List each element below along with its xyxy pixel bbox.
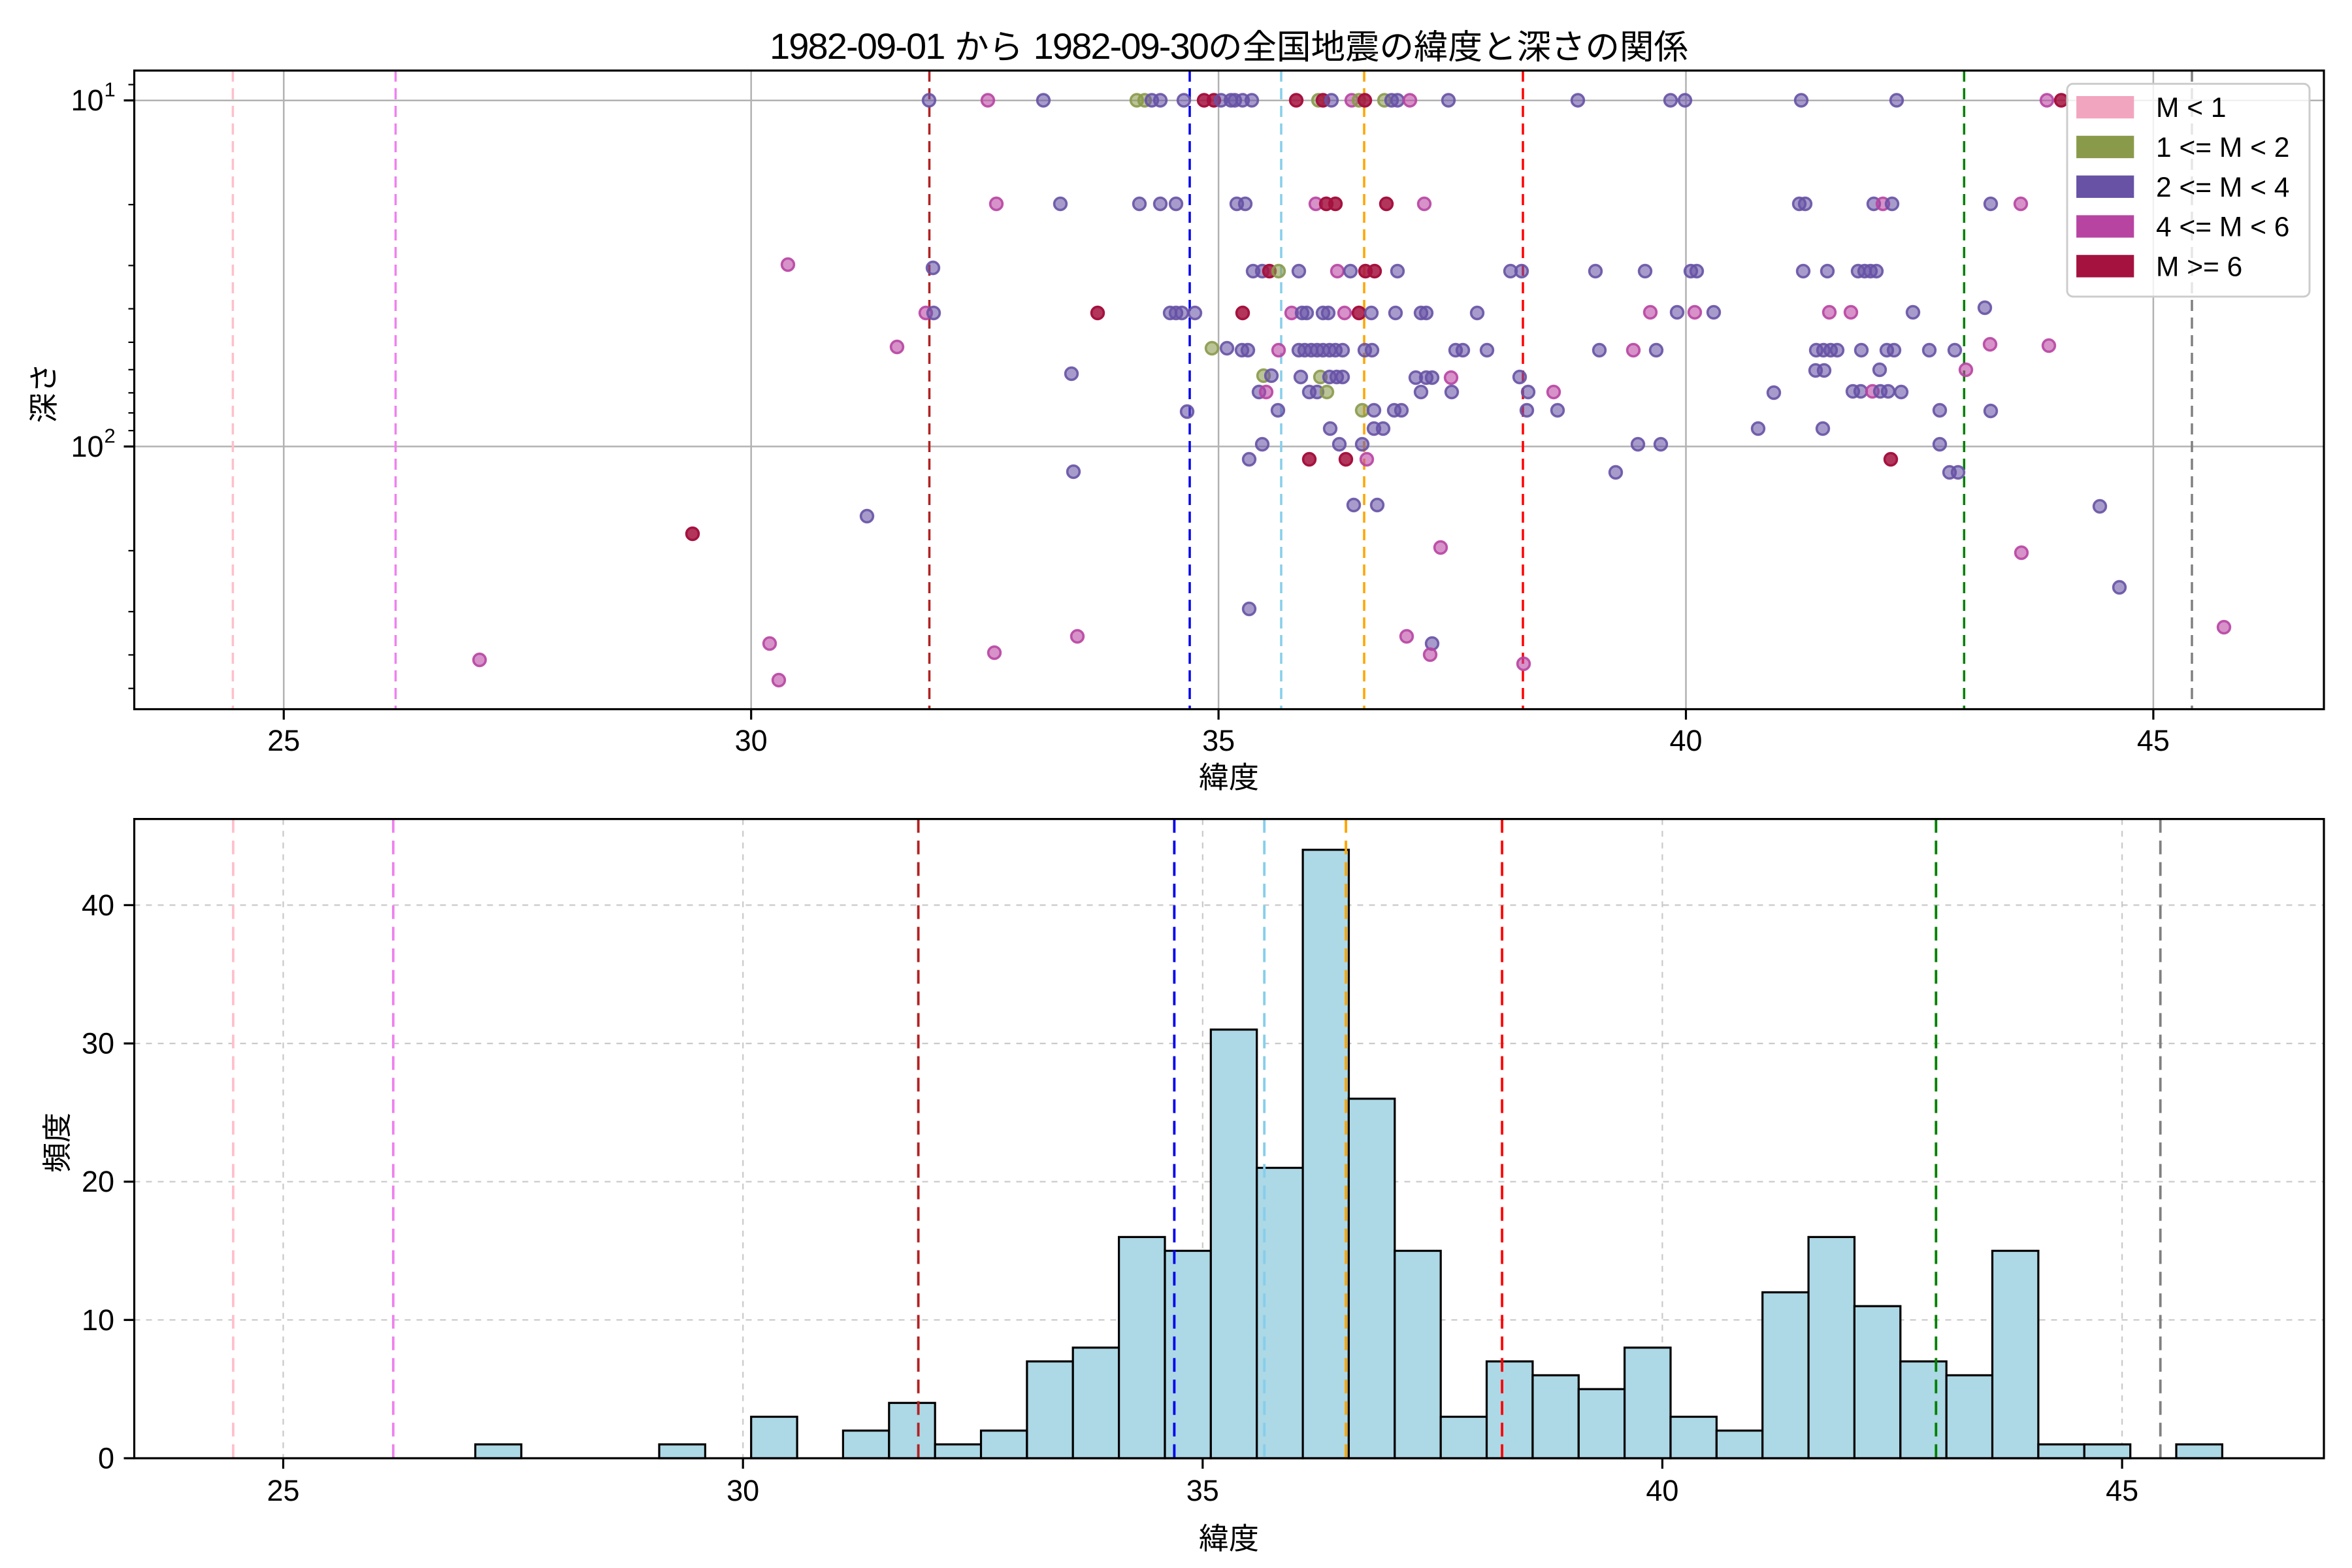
svg-text:30: 30 xyxy=(735,724,768,757)
svg-text:M < 1: M < 1 xyxy=(2156,93,2226,123)
svg-text:30: 30 xyxy=(727,1474,759,1507)
svg-text:45: 45 xyxy=(2106,1474,2138,1507)
svg-text:2 <= M < 4: 2 <= M < 4 xyxy=(2156,172,2289,203)
svg-text:20: 20 xyxy=(82,1165,114,1198)
svg-text:10: 10 xyxy=(71,84,103,117)
svg-text:M >= 6: M >= 6 xyxy=(2156,252,2242,282)
svg-text:45: 45 xyxy=(2137,724,2170,757)
svg-text:30: 30 xyxy=(82,1027,114,1060)
svg-text:40: 40 xyxy=(82,889,114,922)
svg-text:40: 40 xyxy=(1669,724,1702,757)
svg-text:35: 35 xyxy=(1202,724,1235,757)
svg-text:25: 25 xyxy=(267,724,300,757)
svg-text:1 <= M < 2: 1 <= M < 2 xyxy=(2156,133,2289,163)
svg-text:1: 1 xyxy=(105,78,116,101)
svg-text:35: 35 xyxy=(1186,1474,1219,1507)
svg-text:40: 40 xyxy=(1646,1474,1678,1507)
svg-text:10: 10 xyxy=(82,1303,114,1337)
svg-text:10: 10 xyxy=(71,430,103,463)
svg-text:1982-09-01: 1982-09-01 xyxy=(770,25,944,67)
svg-text:2: 2 xyxy=(105,424,116,447)
svg-text:0: 0 xyxy=(98,1442,114,1475)
svg-text:1982-09-30: 1982-09-30 xyxy=(1034,25,1208,67)
svg-text:25: 25 xyxy=(267,1474,299,1507)
svg-text:4 <= M < 6: 4 <= M < 6 xyxy=(2156,212,2289,243)
